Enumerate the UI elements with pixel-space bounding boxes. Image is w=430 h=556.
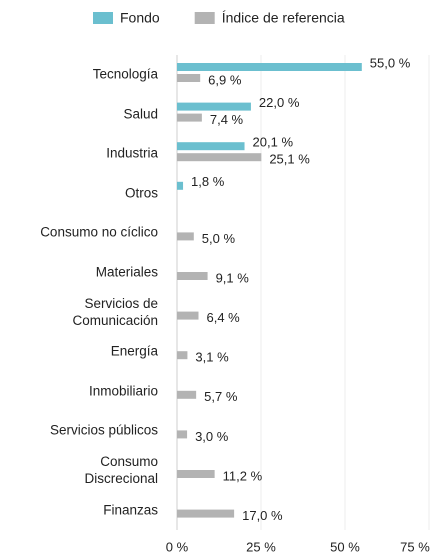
legend-swatch	[93, 12, 113, 24]
category-label: Servicios públicos	[49, 422, 158, 438]
category-label: Tecnología	[92, 66, 158, 82]
bar	[177, 102, 251, 111]
value-label: 7,4 %	[210, 112, 244, 127]
legend-label: Índice de referencia	[222, 10, 345, 26]
bar	[177, 181, 184, 190]
bar	[177, 390, 197, 399]
value-label: 11,2 %	[223, 468, 263, 483]
legend-label: Fondo	[120, 10, 160, 26]
bar	[177, 153, 262, 162]
category-label: Otros	[124, 185, 158, 201]
bar	[177, 113, 202, 122]
bar	[177, 351, 188, 360]
bar	[177, 142, 245, 151]
bar	[177, 74, 201, 82]
x-tick-label: 25 %	[246, 539, 276, 554]
category-label: Industria	[106, 145, 158, 161]
value-label: 3,1 %	[195, 350, 229, 365]
value-label: 6,4 %	[207, 310, 241, 325]
x-tick-label: 0 %	[166, 539, 189, 554]
value-label: 3,0 %	[195, 429, 229, 444]
value-label: 6,9 %	[208, 72, 242, 87]
category-label: Salud	[123, 106, 158, 122]
value-label: 55,0 %	[370, 55, 411, 70]
bar	[177, 470, 215, 478]
category-label: Finanzas	[103, 502, 158, 518]
category-label: Energía	[110, 343, 158, 359]
bar	[177, 232, 194, 241]
value-label: 9,1 %	[216, 270, 250, 285]
bar	[177, 272, 208, 280]
value-label: 5,7 %	[204, 389, 238, 404]
value-label: 1,8 %	[191, 174, 225, 189]
category-label: Consumo Discrecional	[84, 454, 158, 486]
legend-swatch	[194, 12, 215, 24]
bar	[177, 509, 235, 518]
bar	[177, 430, 188, 439]
value-label: 5,0 %	[202, 231, 236, 246]
value-label: 25,1 %	[269, 152, 310, 167]
bar	[177, 311, 199, 320]
category-label: Servicios de Comunicación	[72, 295, 158, 328]
value-label: 17,0 %	[242, 508, 283, 523]
x-tick-label: 50 %	[330, 539, 360, 554]
value-label: 22,0 %	[259, 95, 300, 110]
category-label: Inmobiliario	[88, 383, 158, 399]
x-tick-label: 75 %	[400, 539, 430, 554]
category-label: Materiales	[95, 264, 158, 280]
bar	[177, 63, 362, 71]
value-label: 20,1 %	[253, 135, 294, 150]
category-label: Consumo no cíclico	[40, 224, 158, 240]
